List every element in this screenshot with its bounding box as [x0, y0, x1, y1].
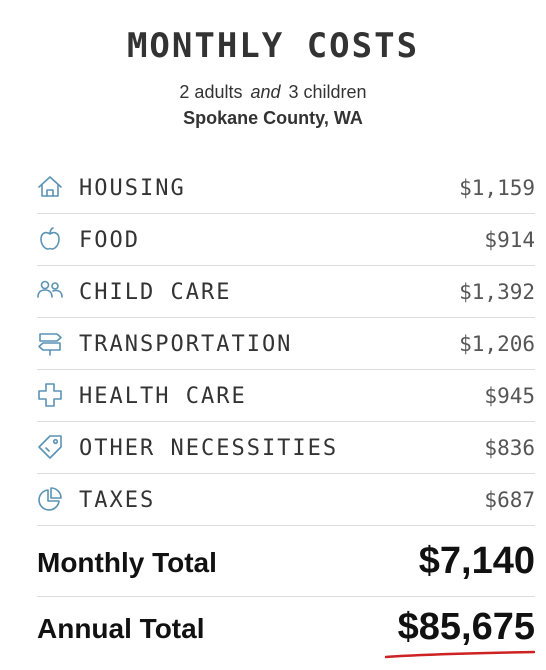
and-text: and: [250, 82, 281, 102]
children-count: 3 children: [288, 82, 367, 102]
monthly-total-label: Monthly Total: [37, 547, 217, 578]
location: Spokane County, WA: [183, 108, 363, 128]
cost-value: $1,159: [459, 176, 535, 200]
red-underline: [385, 650, 535, 659]
page-title: MONTHLY COSTS: [126, 26, 420, 66]
adults-count: 2 adults: [179, 82, 243, 102]
cost-list: HOUSING $1,159 FOOD $914 CHILD CARE $1,3…: [37, 162, 535, 526]
monthly-total-row: Monthly Total $7,140: [37, 540, 535, 597]
cost-label: TAXES: [79, 488, 156, 513]
cost-value: $1,392: [459, 280, 535, 304]
cost-value: $945: [484, 384, 535, 408]
cost-value: $914: [484, 228, 535, 252]
people-icon: [37, 280, 63, 298]
cost-label: HOUSING: [79, 176, 186, 201]
signpost-icon: [38, 333, 62, 356]
cost-label: FOOD: [79, 228, 140, 253]
monthly-total-value: $7,140: [418, 540, 535, 582]
annual-total-row: Annual Total $85,675: [37, 606, 535, 666]
apple-icon: [40, 227, 60, 250]
cost-value: $687: [484, 488, 535, 512]
pie-chart-icon: [38, 487, 62, 511]
cost-label: TRANSPORTATION: [79, 332, 293, 357]
cost-value: $1,206: [459, 332, 535, 356]
cost-row-other-necessities: OTHER NECESSITIES $836: [37, 422, 535, 474]
cost-label: OTHER NECESSITIES: [79, 436, 339, 461]
cost-value: $836: [484, 436, 535, 460]
cost-row-child-care: CHILD CARE $1,392: [37, 266, 535, 318]
cost-row-food: FOOD $914: [37, 214, 535, 266]
medical-cross-icon: [38, 383, 62, 407]
cost-row-housing: HOUSING $1,159: [37, 162, 535, 214]
cost-row-health-care: HEALTH CARE $945: [37, 370, 535, 422]
family-size: 2 adults and 3 children: [0, 82, 546, 103]
annual-total-value: $85,675: [397, 606, 535, 648]
cost-label: CHILD CARE: [79, 280, 232, 305]
house-icon: [38, 176, 62, 197]
cost-row-taxes: TAXES $687: [37, 474, 535, 526]
cost-label: HEALTH CARE: [79, 384, 247, 409]
annual-total-label: Annual Total: [37, 613, 205, 644]
cost-row-transportation: TRANSPORTATION $1,206: [37, 318, 535, 370]
tag-icon: [38, 435, 62, 459]
